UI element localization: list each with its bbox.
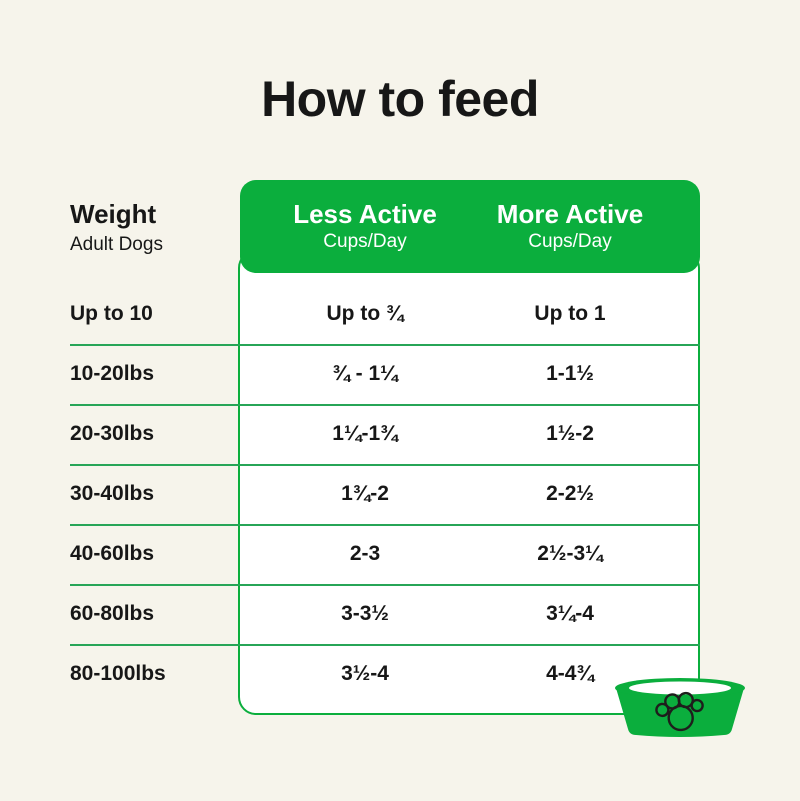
row-weight-label: 10-20lbs: [70, 362, 155, 385]
row-weight-label: 40-60lbs: [70, 542, 155, 565]
column-header-subtitle: Cups/Day: [323, 231, 407, 253]
column-header-title: More Active: [496, 198, 644, 229]
row-weight-label: 80-100lbs: [70, 662, 166, 685]
row-weight-label: Up to 10: [70, 302, 153, 325]
row-divider: [70, 524, 700, 526]
row-divider: [70, 344, 700, 346]
row-value-less-active: 1¾-2: [341, 482, 389, 505]
row-value-less-active: 1¼-1¾: [332, 422, 398, 445]
row-divider: [70, 644, 700, 646]
row-value-more-active: 2-2½: [546, 482, 594, 505]
row-value-more-active: 4-4¾: [546, 662, 594, 685]
column-header-title: Less Active: [293, 198, 437, 229]
row-value-less-active: 3-3½: [341, 602, 389, 625]
weight-header-title: Weight: [70, 199, 157, 229]
column-header-more-active: More Active Cups/Day: [497, 180, 643, 273]
row-value-more-active: 2½-3¼: [537, 542, 603, 565]
paw-print-icon: [655, 691, 704, 732]
column-header-subtitle: Cups/Day: [528, 231, 612, 253]
page-title: How to feed: [261, 71, 539, 127]
row-divider: [70, 404, 700, 406]
row-weight-label: 30-40lbs: [70, 482, 155, 505]
table-body-box: [238, 250, 700, 715]
row-divider: [70, 464, 700, 466]
row-value-less-active: ¾ - 1¼: [332, 362, 398, 385]
row-value-less-active: Up to ¾: [326, 302, 404, 325]
bowl-body: [616, 688, 744, 737]
row-weight-label: 20-30lbs: [70, 422, 155, 445]
dog-bowl-icon: [615, 678, 745, 737]
row-value-more-active: 3¼-4: [546, 602, 594, 625]
row-weight-label: 60-80lbs: [70, 602, 155, 625]
table-header: Less Active Cups/Day More Active Cups/Da…: [240, 180, 700, 273]
weight-column-header: Weight Adult Dogs: [70, 199, 163, 256]
row-value-more-active: 1½-2: [546, 422, 594, 445]
row-value-more-active: Up to 1: [534, 302, 606, 325]
row-divider: [70, 584, 700, 586]
weight-header-subtitle: Adult Dogs: [70, 233, 163, 255]
column-header-less-active: Less Active Cups/Day: [293, 180, 437, 273]
bowl-inner: [629, 681, 731, 695]
row-value-less-active: 3½-4: [341, 662, 389, 685]
row-value-less-active: 2-3: [349, 542, 381, 565]
row-value-more-active: 1-1½: [546, 362, 594, 385]
